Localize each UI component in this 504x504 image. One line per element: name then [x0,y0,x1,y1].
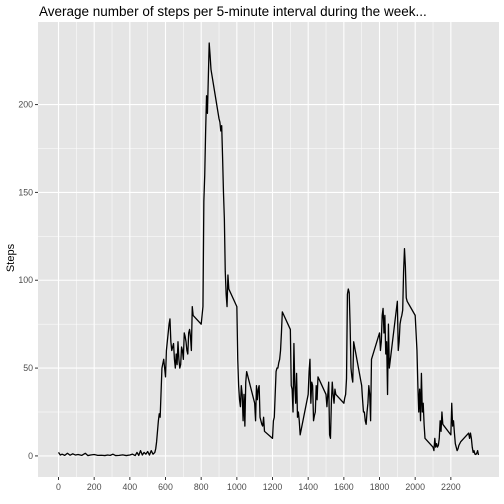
x-tick-label: 800 [194,482,209,492]
chart-title: Average number of steps per 5-minute int… [39,4,427,19]
x-tick-label: 1000 [227,482,247,492]
x-tick-label: 1200 [263,482,283,492]
x-tick-label: 1400 [298,482,318,492]
y-tick-label: 100 [18,275,33,285]
y-axis-label: Steps [5,243,17,272]
series-line-steps [57,42,480,457]
x-tick-label: 2200 [441,482,461,492]
x-axis: 0 200 400 600 800 1000 1200 1400 1600 1800 2000 220… [56,477,461,492]
y-axis: 0 50 100 150 200 [18,100,38,461]
x-tick-label: 0 [56,482,61,492]
x-tick-label: 1800 [370,482,390,492]
x-tick-label: 600 [158,482,173,492]
grid-minor [38,22,499,477]
plot-panel [38,22,499,477]
x-tick-label: 200 [87,482,102,492]
x-tick-label: 2000 [405,482,425,492]
y-tick-label: 200 [18,100,33,110]
x-tick-label: 1600 [334,482,354,492]
grid-major [38,22,499,477]
y-tick-label: 150 [18,187,33,197]
x-tick-label: 400 [122,482,137,492]
y-tick-label: 0 [28,451,33,461]
y-tick-label: 50 [23,363,33,373]
